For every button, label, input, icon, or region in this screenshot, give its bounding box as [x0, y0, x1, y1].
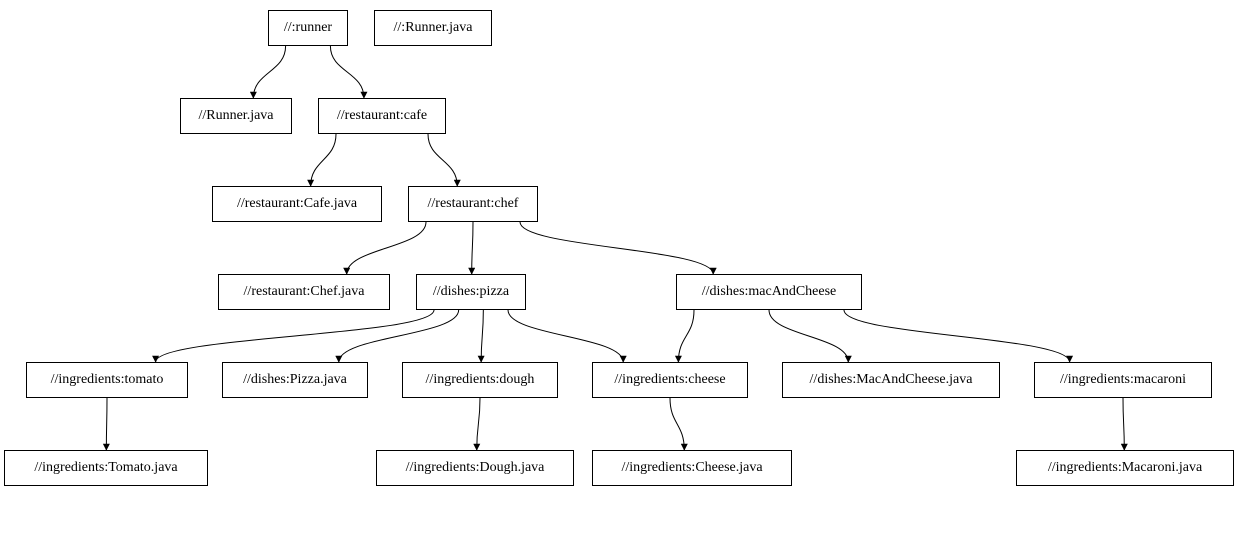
- edge-pizza-to-tomato: [156, 310, 434, 362]
- node-label: //dishes:pizza: [433, 284, 509, 300]
- node-label: //ingredients:dough: [426, 372, 535, 388]
- edge-cheese-to-cheeseJava: [670, 398, 684, 450]
- edge-macAndCheese-to-cheese: [678, 310, 694, 362]
- edge-pizza-to-pizzaJava: [339, 310, 459, 362]
- node-pizzaJava: //dishes:Pizza.java: [222, 362, 368, 398]
- edge-chef-to-macAndCheese: [520, 222, 713, 274]
- node-cafeJava: //restaurant:Cafe.java: [212, 186, 382, 222]
- node-label: //restaurant:chef: [428, 196, 519, 212]
- edge-chef-to-chefJava: [347, 222, 426, 274]
- node-label: //ingredients:tomato: [51, 372, 164, 388]
- node-label: //:runner: [284, 20, 332, 36]
- node-label: //restaurant:Cafe.java: [237, 196, 357, 212]
- edge-runner-to-cafe: [330, 46, 364, 98]
- node-pizza: //dishes:pizza: [416, 274, 526, 310]
- node-macJava: //dishes:MacAndCheese.java: [782, 362, 1000, 398]
- node-chef: //restaurant:chef: [408, 186, 538, 222]
- edge-cafe-to-cafeJava: [311, 134, 336, 186]
- node-label: //ingredients:Tomato.java: [34, 460, 177, 476]
- edge-pizza-to-dough: [481, 310, 483, 362]
- node-cafe: //restaurant:cafe: [318, 98, 446, 134]
- node-tomato: //ingredients:tomato: [26, 362, 188, 398]
- node-label: //dishes:macAndCheese: [702, 284, 837, 300]
- node-macaroni: //ingredients:macaroni: [1034, 362, 1212, 398]
- node-doughJava: //ingredients:Dough.java: [376, 450, 574, 486]
- node-label: //ingredients:Cheese.java: [621, 460, 762, 476]
- node-label: //restaurant:Chef.java: [244, 284, 365, 300]
- edge-tomato-to-tomatoJava: [106, 398, 107, 450]
- node-label: //dishes:MacAndCheese.java: [810, 372, 973, 388]
- diagram-canvas: //:runner //:Runner.java //Runner.java //re…: [0, 0, 1242, 539]
- node-label: //Runner.java: [198, 108, 273, 124]
- node-chefJava: //restaurant:Chef.java: [218, 274, 390, 310]
- edge-chef-to-pizza: [472, 222, 473, 274]
- node-tomatoJava: //ingredients:Tomato.java: [4, 450, 208, 486]
- node-runnerJava: //Runner.java: [180, 98, 292, 134]
- edge-cafe-to-chef: [428, 134, 457, 186]
- node-dough: //ingredients:dough: [402, 362, 558, 398]
- node-label: //:Runner.java: [394, 20, 473, 36]
- edge-macAndCheese-to-macJava: [769, 310, 848, 362]
- node-cheese: //ingredients:cheese: [592, 362, 748, 398]
- node-label: //dishes:Pizza.java: [243, 372, 347, 388]
- node-label: //ingredients:cheese: [614, 372, 725, 388]
- node-label: //ingredients:Dough.java: [406, 460, 545, 476]
- node-cheeseJava: //ingredients:Cheese.java: [592, 450, 792, 486]
- node-label: //ingredients:macaroni: [1060, 372, 1186, 388]
- node-runner: //:runner: [268, 10, 348, 46]
- edge-macaroni-to-macaroniJava: [1123, 398, 1124, 450]
- node-label: //ingredients:Macaroni.java: [1048, 460, 1202, 476]
- node-label: //restaurant:cafe: [337, 108, 427, 124]
- node-macAndCheese: //dishes:macAndCheese: [676, 274, 862, 310]
- node-macaroniJava: //ingredients:Macaroni.java: [1016, 450, 1234, 486]
- edge-dough-to-doughJava: [477, 398, 480, 450]
- edge-runner-to-runnerJava: [253, 46, 285, 98]
- edge-pizza-to-cheese: [508, 310, 623, 362]
- node-runnerJavaTop: //:Runner.java: [374, 10, 492, 46]
- edge-macAndCheese-to-macaroni: [844, 310, 1070, 362]
